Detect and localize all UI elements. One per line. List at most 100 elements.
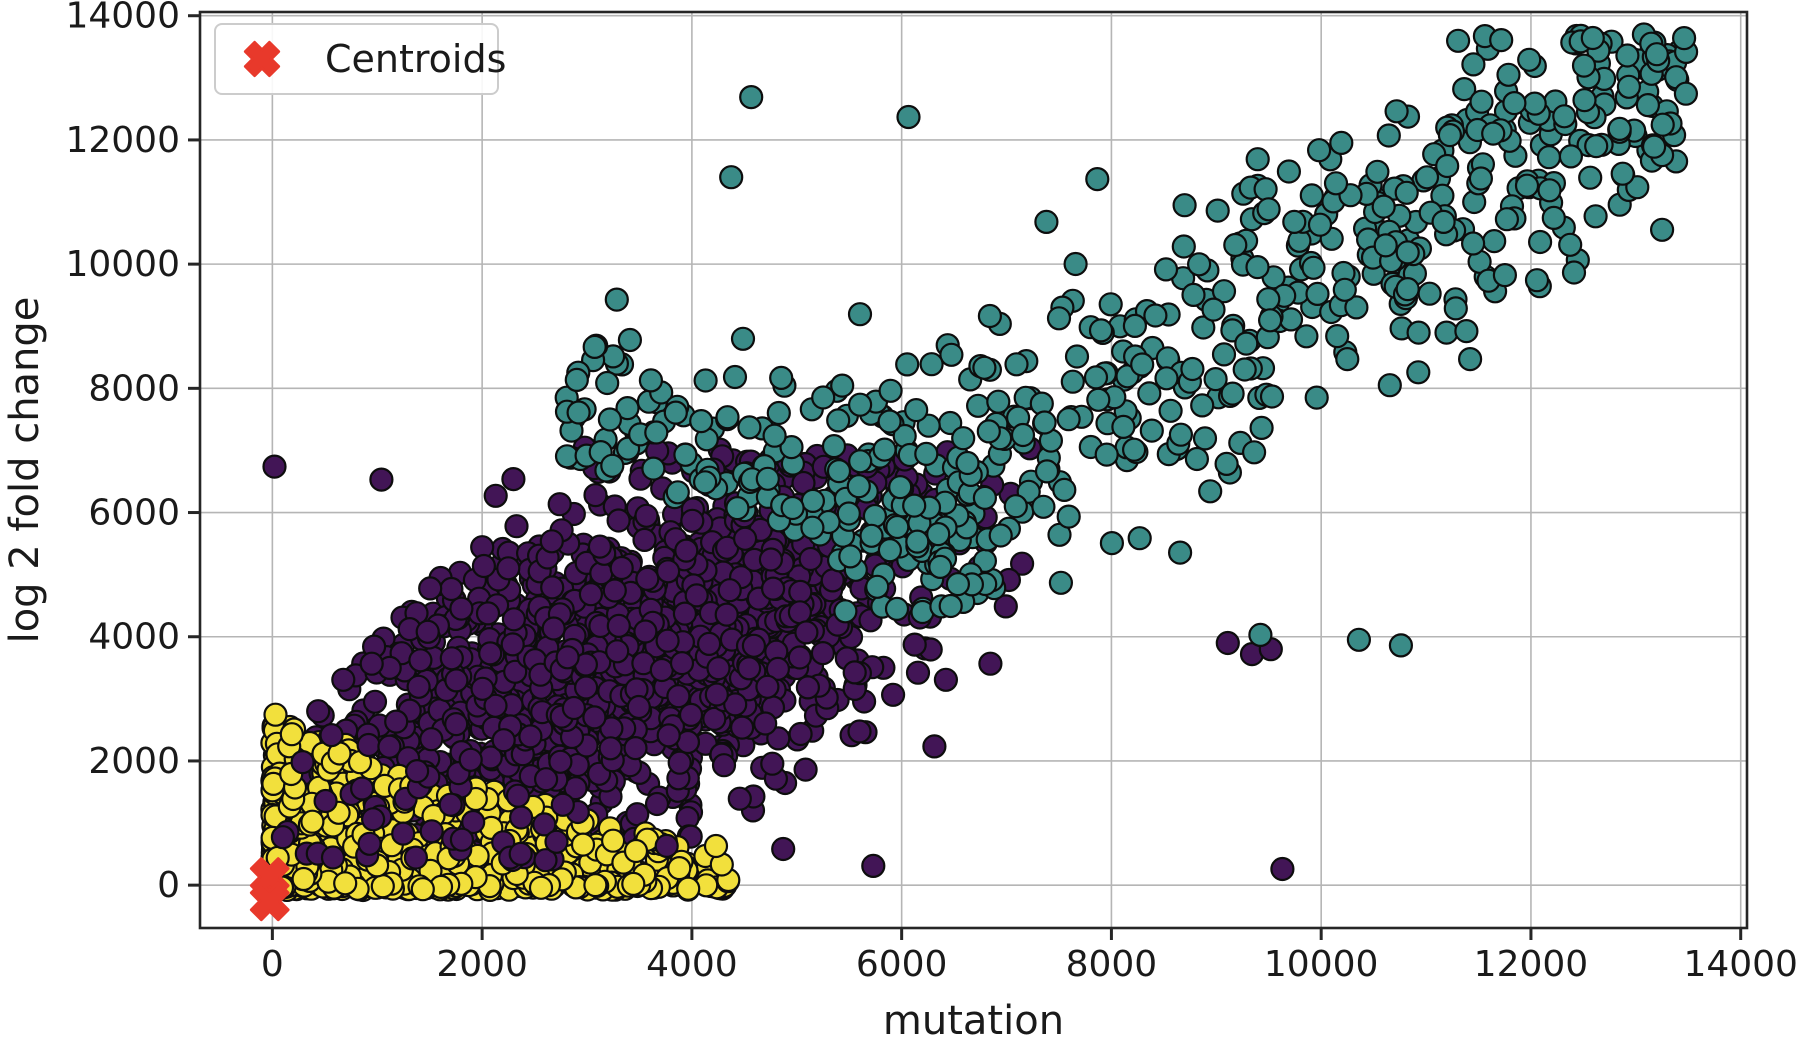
- data-point: [1615, 43, 1640, 68]
- data-point: [939, 342, 964, 367]
- data-point: [859, 523, 884, 548]
- data-point: [1435, 153, 1460, 179]
- data-point: [1031, 494, 1056, 519]
- data-point: [1186, 252, 1212, 277]
- data-point: [1323, 171, 1349, 196]
- data-point: [1215, 630, 1240, 656]
- data-point: [820, 568, 845, 593]
- data-point: [821, 434, 847, 459]
- data-point: [649, 657, 674, 683]
- data-point: [779, 435, 804, 460]
- data-point: [895, 352, 920, 377]
- data-point: [1085, 167, 1110, 192]
- legend-label: Centroids: [325, 37, 506, 81]
- data-point: [826, 408, 851, 433]
- data-point: [1635, 92, 1661, 118]
- data-point: [739, 84, 764, 110]
- data-point: [689, 409, 714, 434]
- data-point: [1294, 324, 1319, 349]
- data-point: [578, 582, 604, 607]
- data-point: [634, 503, 659, 528]
- data-point: [704, 682, 729, 707]
- data-point: [419, 727, 444, 752]
- data-point: [1211, 279, 1237, 304]
- data-point: [1122, 313, 1148, 338]
- data-point: [972, 485, 998, 510]
- data-point: [1276, 159, 1302, 184]
- data-point: [798, 546, 823, 572]
- data-point: [1010, 422, 1036, 448]
- data-point: [755, 466, 780, 491]
- data-point: [1406, 320, 1431, 345]
- data-point: [1395, 277, 1420, 302]
- data-point: [449, 596, 474, 621]
- data-point: [702, 706, 727, 732]
- data-point: [377, 734, 402, 759]
- data-point: [672, 601, 698, 626]
- data-point: [1489, 27, 1514, 53]
- data-point: [1514, 173, 1540, 198]
- data-point: [1299, 183, 1324, 208]
- data-point: [787, 645, 812, 670]
- data-point: [602, 578, 627, 603]
- data-point: [290, 749, 315, 775]
- data-point: [573, 675, 599, 700]
- data-point: [727, 786, 752, 811]
- data-point: [449, 827, 474, 852]
- data-point: [1191, 315, 1216, 340]
- data-point: [587, 534, 613, 559]
- data-point: [673, 442, 698, 467]
- data-point: [976, 419, 1001, 444]
- data-point: [933, 667, 959, 692]
- data-point: [369, 467, 394, 492]
- data-point: [361, 807, 386, 832]
- data-point: [1395, 240, 1420, 265]
- data-point: [714, 602, 739, 627]
- data-point: [1098, 292, 1123, 317]
- data-point: [1454, 319, 1479, 344]
- data-point: [600, 453, 625, 478]
- data-point: [582, 705, 607, 730]
- data-point: [263, 702, 288, 727]
- data-point: [501, 607, 527, 632]
- data-point: [1527, 229, 1553, 255]
- data-point: [438, 792, 463, 817]
- data-point: [684, 583, 709, 608]
- data-point: [500, 632, 525, 657]
- data-point: [605, 639, 630, 664]
- data-point: [787, 600, 813, 625]
- data-point: [1388, 633, 1414, 658]
- data-point: [1180, 356, 1205, 382]
- data-point: [795, 675, 821, 700]
- data-point: [617, 327, 643, 353]
- data-point: [656, 723, 681, 748]
- data-point: [313, 788, 338, 814]
- data-point: [539, 529, 564, 554]
- data-point: [406, 674, 431, 699]
- data-point: [291, 866, 316, 892]
- data-point: [403, 845, 428, 870]
- data-point: [978, 651, 1003, 676]
- data-point: [555, 645, 580, 670]
- data-point: [1522, 91, 1547, 116]
- data-point: [1457, 347, 1483, 372]
- data-point: [1158, 398, 1183, 423]
- data-point: [1099, 530, 1125, 556]
- data-point: [1032, 410, 1057, 435]
- data-point: [1460, 231, 1486, 256]
- data-point: [483, 483, 508, 508]
- data-point: [1094, 442, 1119, 467]
- data-point: [1259, 384, 1285, 409]
- data-point: [706, 656, 731, 681]
- data-point: [680, 508, 705, 533]
- data-point: [833, 599, 858, 624]
- data-point: [1558, 144, 1584, 169]
- y-tick-label: 0: [157, 865, 180, 906]
- x-axis-label: mutation: [883, 998, 1064, 1044]
- data-point: [730, 326, 756, 351]
- data-point: [1671, 25, 1697, 51]
- data-point: [896, 104, 921, 130]
- data-point: [1583, 204, 1608, 229]
- data-point: [719, 165, 744, 190]
- data-point: [547, 492, 572, 517]
